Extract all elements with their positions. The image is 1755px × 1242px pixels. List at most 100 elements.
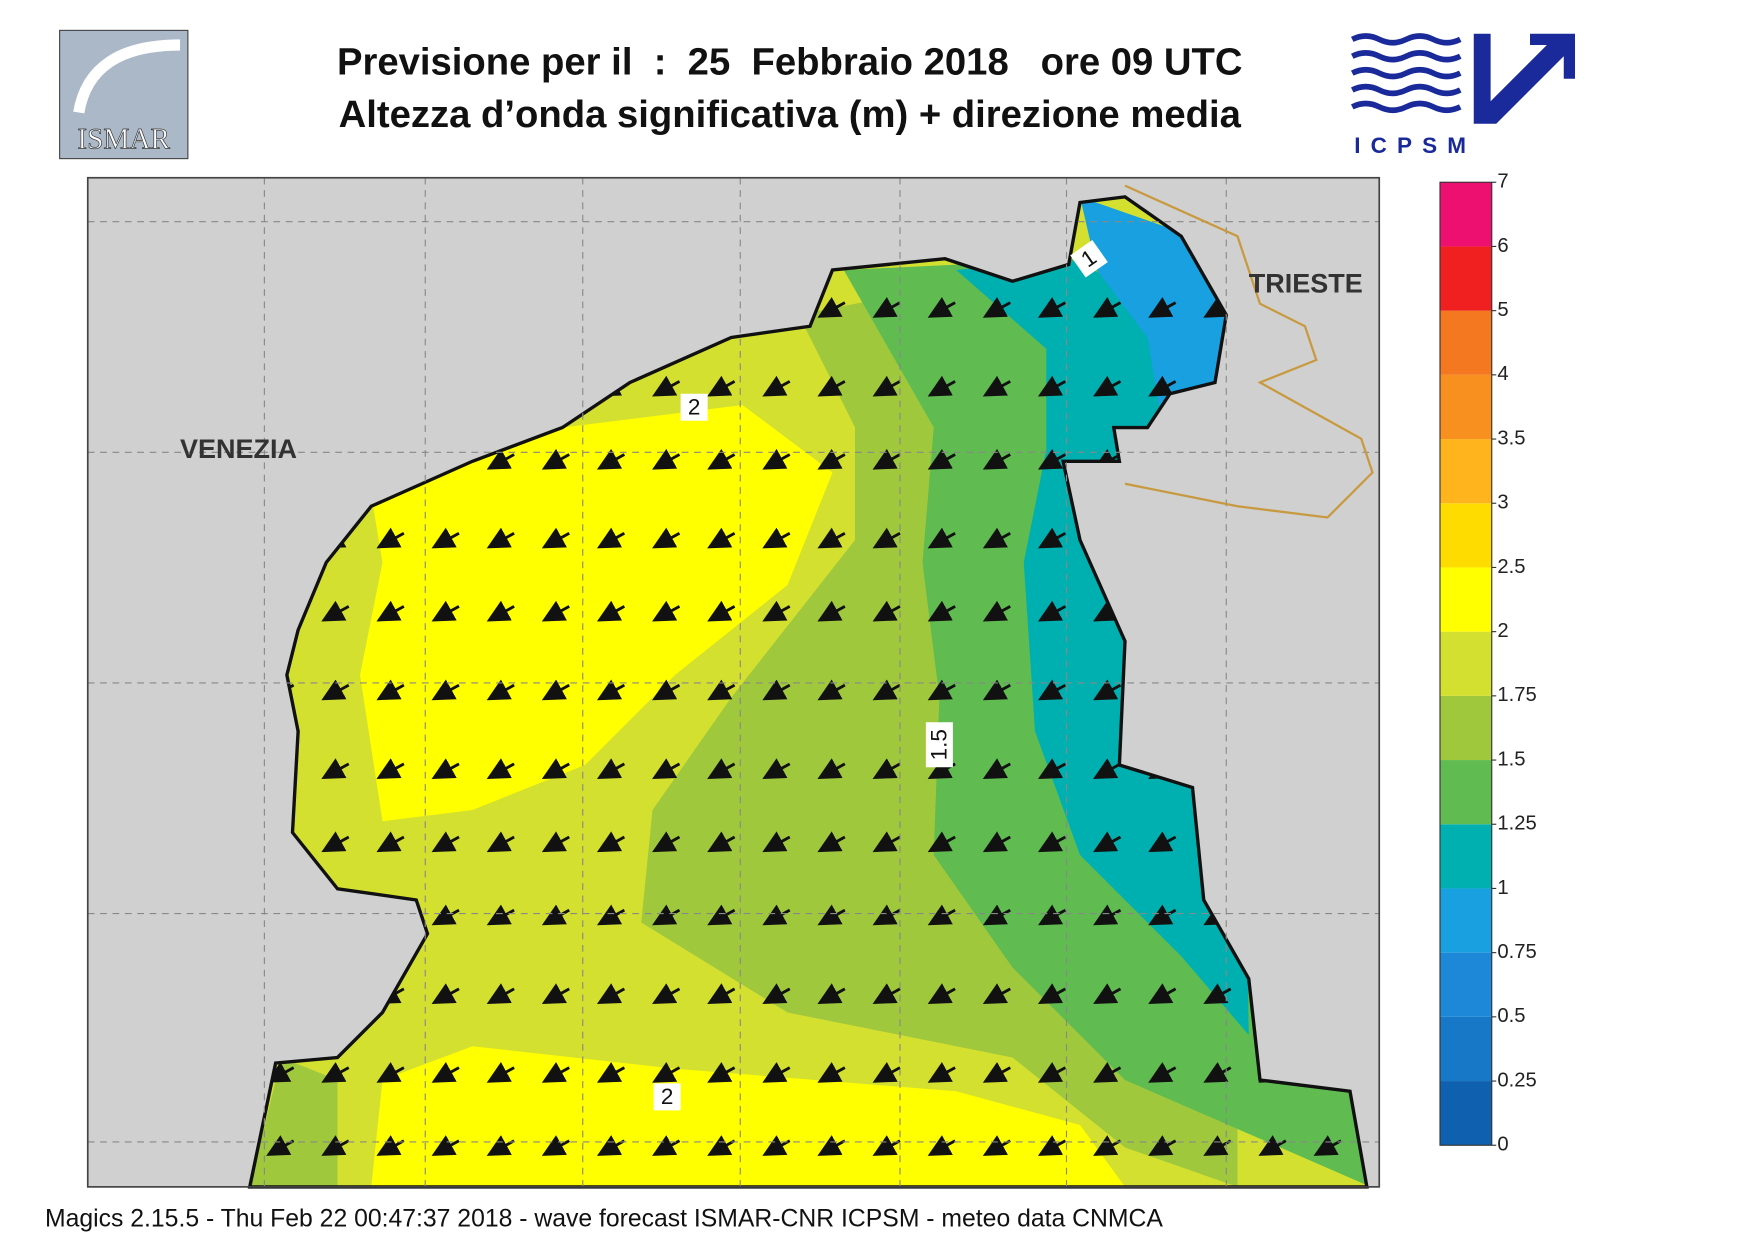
direction-arrow [1093, 375, 1122, 397]
direction-arrow [1037, 831, 1067, 853]
direction-arrow [817, 600, 846, 622]
direction-arrow [266, 1135, 295, 1156]
label-bg [925, 722, 953, 768]
subtitle: Altezza d’onda significativa (m) + direz… [339, 93, 1242, 136]
label-bg [680, 393, 708, 421]
direction-arrow [376, 758, 405, 779]
direction-arrow [486, 1135, 515, 1156]
direction-arrow [652, 904, 681, 926]
colorbar-band [1440, 695, 1492, 761]
ismar-logo: ISMAR [59, 29, 189, 160]
direction-arrow [431, 1062, 460, 1083]
direction-arrow [652, 983, 681, 1004]
direction-arrow [596, 904, 626, 926]
direction-arrow [927, 679, 956, 701]
colorbar-band [1440, 631, 1492, 696]
direction-arrow [431, 527, 460, 549]
direction-arrow [1093, 1135, 1122, 1156]
direction-arrow [707, 600, 736, 622]
direction-arrow [1093, 297, 1122, 318]
direction-arrow [486, 758, 515, 779]
direction-arrow [1203, 983, 1232, 1004]
footer: Magics 2.15.5 - Thu Feb 22 00:47:37 2018… [45, 1205, 1163, 1232]
direction-arrow [431, 600, 460, 622]
contour-label: 1.5 [926, 729, 951, 760]
direction-arrow [376, 527, 405, 549]
place-label: VENEZIA [180, 434, 297, 464]
direction-arrow [927, 1062, 956, 1083]
direction-arrow [927, 983, 956, 1004]
direction-arrow [817, 904, 846, 926]
contour-label-box: 2 [680, 393, 708, 421]
direction-arrow [707, 1062, 736, 1083]
direction-arrow [1037, 758, 1067, 779]
colorbar-band [1440, 567, 1492, 632]
colorbar-tick-label: 5 [1497, 299, 1508, 321]
logo-text: ISMAR [77, 124, 170, 156]
direction-arrow [431, 758, 460, 779]
colorbar-band [1440, 824, 1492, 889]
direction-arrow [376, 1135, 405, 1156]
direction-arrow [1313, 1135, 1342, 1156]
direction-arrow [431, 831, 460, 853]
direction-arrow [376, 831, 405, 853]
direction-arrow [541, 1062, 570, 1083]
direction-arrow [762, 831, 791, 853]
direction-arrow [1037, 904, 1067, 926]
graticule [87, 177, 1380, 1187]
direction-arrow [1093, 1062, 1122, 1083]
direction-arrow [1148, 831, 1177, 853]
colorbar-tick-label: 1 [1497, 877, 1508, 899]
colorbar-band [1440, 888, 1492, 953]
direction-arrow [707, 758, 736, 779]
direction-arrow [1037, 375, 1067, 397]
direction-arrow [321, 758, 350, 779]
colorbar-band [1440, 1016, 1492, 1082]
direction-arrow [431, 1135, 460, 1156]
direction-arrow [927, 831, 956, 853]
direction-arrow [1148, 1135, 1177, 1156]
direction-arrow [541, 758, 570, 779]
direction-arrow [1148, 1062, 1177, 1083]
direction-arrow [652, 448, 681, 470]
direction-arrow [486, 831, 515, 853]
direction-arrow [321, 679, 350, 701]
direction-arrow [321, 600, 350, 622]
direction-arrow [817, 1062, 846, 1083]
direction-arrow [982, 679, 1011, 701]
direction-arrow [1037, 1062, 1067, 1083]
direction-arrow [927, 904, 956, 926]
direction-arrow [707, 904, 736, 926]
colorbar-band [1440, 246, 1492, 311]
direction-arrow [1258, 1135, 1287, 1156]
direction-arrow [817, 375, 846, 397]
direction-arrow [872, 831, 901, 853]
direction-arrow [762, 1062, 791, 1083]
direction-arrow [652, 375, 681, 397]
direction-arrow [541, 448, 570, 470]
direction-arrow [1037, 1135, 1067, 1156]
direction-arrow [652, 1062, 681, 1083]
direction-arrow [872, 600, 901, 622]
contour-label-box: 1 [1070, 239, 1108, 278]
direction-arrow [707, 527, 736, 549]
icpsm-logo: ICPSM [1350, 33, 1575, 158]
colorbar-tick-label: 7 [1497, 171, 1508, 193]
direction-arrow [982, 831, 1011, 853]
direction-arrow [596, 1135, 626, 1156]
direction-arrow [652, 600, 681, 622]
direction-arrow [1093, 758, 1122, 779]
direction-arrow [762, 983, 791, 1004]
colorbar-tick-label: 6 [1497, 235, 1508, 257]
direction-arrow [596, 679, 626, 701]
direction-arrow [707, 831, 736, 853]
colorbar-tick-label: 4 [1497, 363, 1508, 385]
direction-arrow [982, 904, 1011, 926]
colorbar-band [1440, 1081, 1492, 1146]
direction-arrow [1093, 679, 1122, 701]
direction-arrow [817, 527, 846, 549]
direction-arrow [541, 679, 570, 701]
colorbar-tick-label: 2 [1497, 620, 1508, 642]
direction-arrow [431, 904, 460, 926]
